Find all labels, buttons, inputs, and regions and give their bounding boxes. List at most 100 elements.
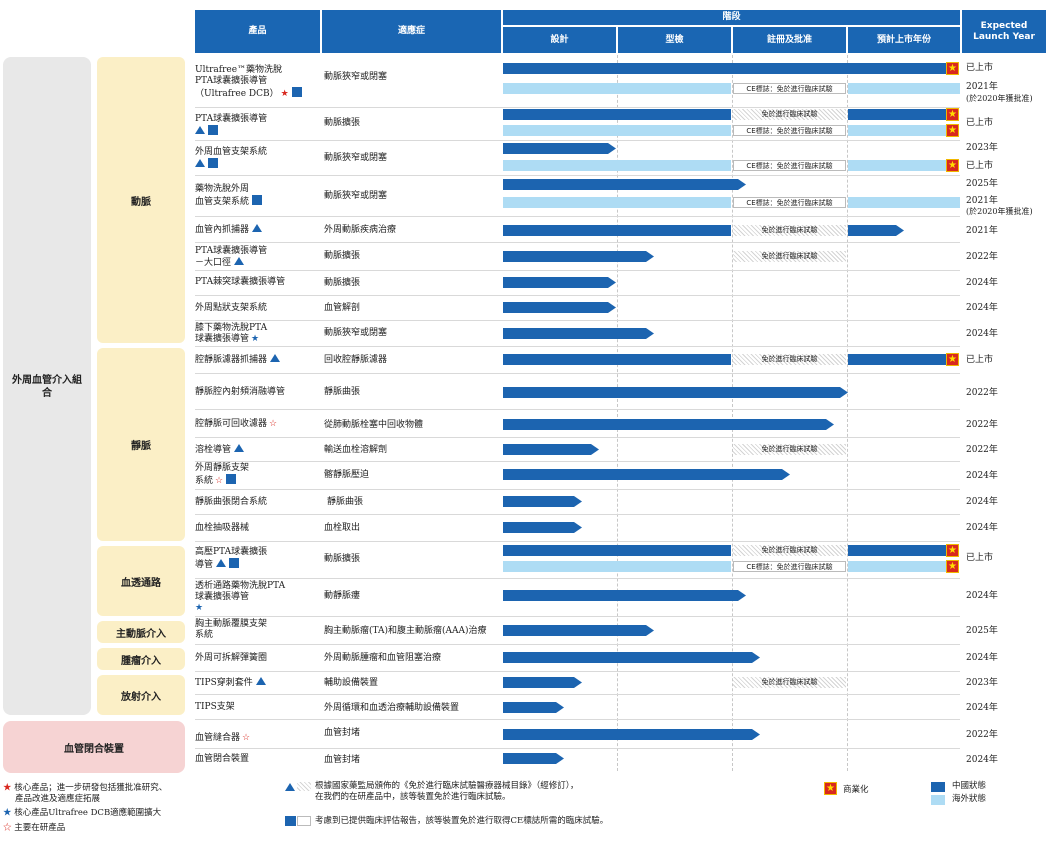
indication: 外周動脈腫瘤和血管阻塞治療 xyxy=(324,652,442,663)
product-name: TIPS穿刺套件 xyxy=(195,675,320,691)
row-divider xyxy=(195,242,960,243)
launch-year: 2024年 xyxy=(966,329,998,339)
row-divider xyxy=(195,671,960,672)
china-status-bar xyxy=(503,702,564,713)
ce-exempt-square-icon xyxy=(252,195,263,205)
product-name: 膝下藥物洗脫PTA 球囊擴張導管 ★ xyxy=(195,323,268,344)
overseas-status-bar xyxy=(848,83,960,94)
header-product: 產品 xyxy=(195,10,320,53)
launch-year: 2024年 xyxy=(966,653,998,663)
product-name: 藥物洗脫外周 血管支架系統 xyxy=(195,182,320,210)
product-name: PTA球囊擴張導管 xyxy=(195,113,320,139)
category-aortic: 主動脈介入 xyxy=(97,621,185,643)
china-status-bar xyxy=(503,328,654,339)
indication: 動脈狹窄或閉塞 xyxy=(324,152,388,163)
stage-divider xyxy=(617,55,618,771)
indication: 動脈擴張 xyxy=(324,277,361,288)
category-peripheral-vascular xyxy=(3,57,91,715)
ce-exempt-note: CE標誌：免於進行臨床試驗 xyxy=(733,561,846,572)
row-divider xyxy=(195,437,960,438)
exempt-note: 免於進行臨床試驗 xyxy=(733,545,846,556)
indication: 血管封堵 xyxy=(324,727,361,738)
launch-year: 2024年 xyxy=(966,303,998,313)
header-expected-launch-year: Expected Launch Year xyxy=(962,10,1046,53)
launch-year: 2022年 xyxy=(966,445,998,455)
row-divider xyxy=(195,644,960,645)
overseas-status-bar xyxy=(503,197,731,208)
launch-year: 已上市 xyxy=(966,161,994,171)
overseas-status-bar xyxy=(848,197,960,208)
launch-year: 已上市 xyxy=(966,118,994,128)
header-registration: 註冊及批准 xyxy=(733,27,846,53)
indication: 動脈擴張 xyxy=(324,250,361,261)
exempt-note: 免於進行臨床試驗 xyxy=(733,354,846,365)
overseas-status-bar xyxy=(503,83,731,94)
row-divider xyxy=(195,616,960,617)
legend-china: 中國狀態 xyxy=(952,781,987,791)
legend-overseas-swatch xyxy=(931,795,945,805)
product-name: 腔靜脈可回收濾器 ☆ xyxy=(195,418,278,429)
exempt-note: 免於進行臨床試驗 xyxy=(733,677,846,688)
china-status-bar xyxy=(503,545,731,556)
overseas-status-bar xyxy=(503,125,731,136)
indication: 血管封堵 xyxy=(324,754,361,765)
launch-year: 已上市 xyxy=(966,355,994,365)
row-divider xyxy=(195,346,960,347)
china-status-bar xyxy=(503,354,731,365)
row-divider xyxy=(195,461,960,462)
launch-year: 2024年 xyxy=(966,471,998,481)
row-divider xyxy=(195,748,960,749)
china-status-bar xyxy=(503,179,746,190)
header-indication: 適應症 xyxy=(322,10,501,53)
china-status-bar xyxy=(503,419,834,430)
launch-year: 2021年 xyxy=(966,196,998,206)
legend-core: ★ 核心產品；進一步研發包括獲批准研究、 產品改進及適應症拓展 xyxy=(3,783,168,804)
product-name: TIPS支架 xyxy=(195,701,235,712)
legend-key: ☆ 主要在研產品 xyxy=(3,823,66,833)
category-vein: 靜脈 xyxy=(97,348,185,541)
indication: 從肺動脈栓塞中回收物體 xyxy=(324,419,424,430)
key-pipeline-star-icon: ☆ xyxy=(215,476,224,486)
row-divider xyxy=(195,175,960,176)
nmpa-exempt-triangle-icon xyxy=(270,354,281,362)
legend-triangle-icon xyxy=(285,783,295,794)
china-status-bar xyxy=(503,63,948,74)
china-status-bar xyxy=(503,677,582,688)
category-tumor: 腫瘤介入 xyxy=(97,648,185,670)
china-status-bar xyxy=(503,496,582,507)
product-name: 溶栓導管 xyxy=(195,442,320,458)
product-name: 靜脈曲張閉合系統 xyxy=(195,496,268,507)
indication: 輸送血栓溶解劑 xyxy=(324,444,388,455)
legend-china-swatch xyxy=(931,782,945,792)
exempt-note: 免於進行臨床試驗 xyxy=(733,225,846,236)
product-name: 血管閉合裝置 xyxy=(195,753,250,764)
legend-hatch-swatch xyxy=(297,782,311,791)
launch-year: 已上市 xyxy=(966,63,994,73)
row-divider xyxy=(195,514,960,515)
legend-square-icon xyxy=(285,816,296,826)
ce-exempt-note: CE標誌：免於進行臨床試驗 xyxy=(733,197,846,208)
overseas-status-bar xyxy=(848,561,948,572)
row-divider xyxy=(195,409,960,410)
china-status-bar xyxy=(848,225,904,236)
ce-exempt-square-icon xyxy=(229,558,240,568)
product-name: 胸主動脈覆膜支架 系統 xyxy=(195,619,268,640)
launch-year: 2025年 xyxy=(966,626,998,636)
product-name: Ultrafree™藥物洗脫 PTA球囊擴張導管 （Ultrafree DCB） ★ xyxy=(195,60,320,104)
china-status-bar xyxy=(503,625,654,636)
header-launch-year-est: 預計上市年份 xyxy=(848,27,960,53)
commercialized-flag-icon xyxy=(946,62,959,75)
launch-year: 已上市 xyxy=(966,553,994,563)
category-dialysis: 血透通路 xyxy=(97,546,185,616)
nmpa-exempt-triangle-icon xyxy=(234,256,245,265)
launch-year: 2021年 xyxy=(966,82,998,92)
nmpa-exempt-triangle-icon xyxy=(234,444,245,452)
indication: 動脈狹窄或閉塞 xyxy=(324,327,388,338)
legend-ce: 考慮到已提供臨床評估報告，該等裝置免於進行取得CE標誌所需的臨床試驗。 xyxy=(315,816,609,826)
core-product-star-icon: ★ xyxy=(3,783,12,793)
exempt-note: 免於進行臨床試驗 xyxy=(733,251,846,262)
commercialized-flag-icon xyxy=(946,124,959,137)
china-status-bar xyxy=(503,590,746,601)
product-name: PTA棘突球囊擴張導管 xyxy=(195,276,286,287)
china-status-bar xyxy=(503,753,564,764)
